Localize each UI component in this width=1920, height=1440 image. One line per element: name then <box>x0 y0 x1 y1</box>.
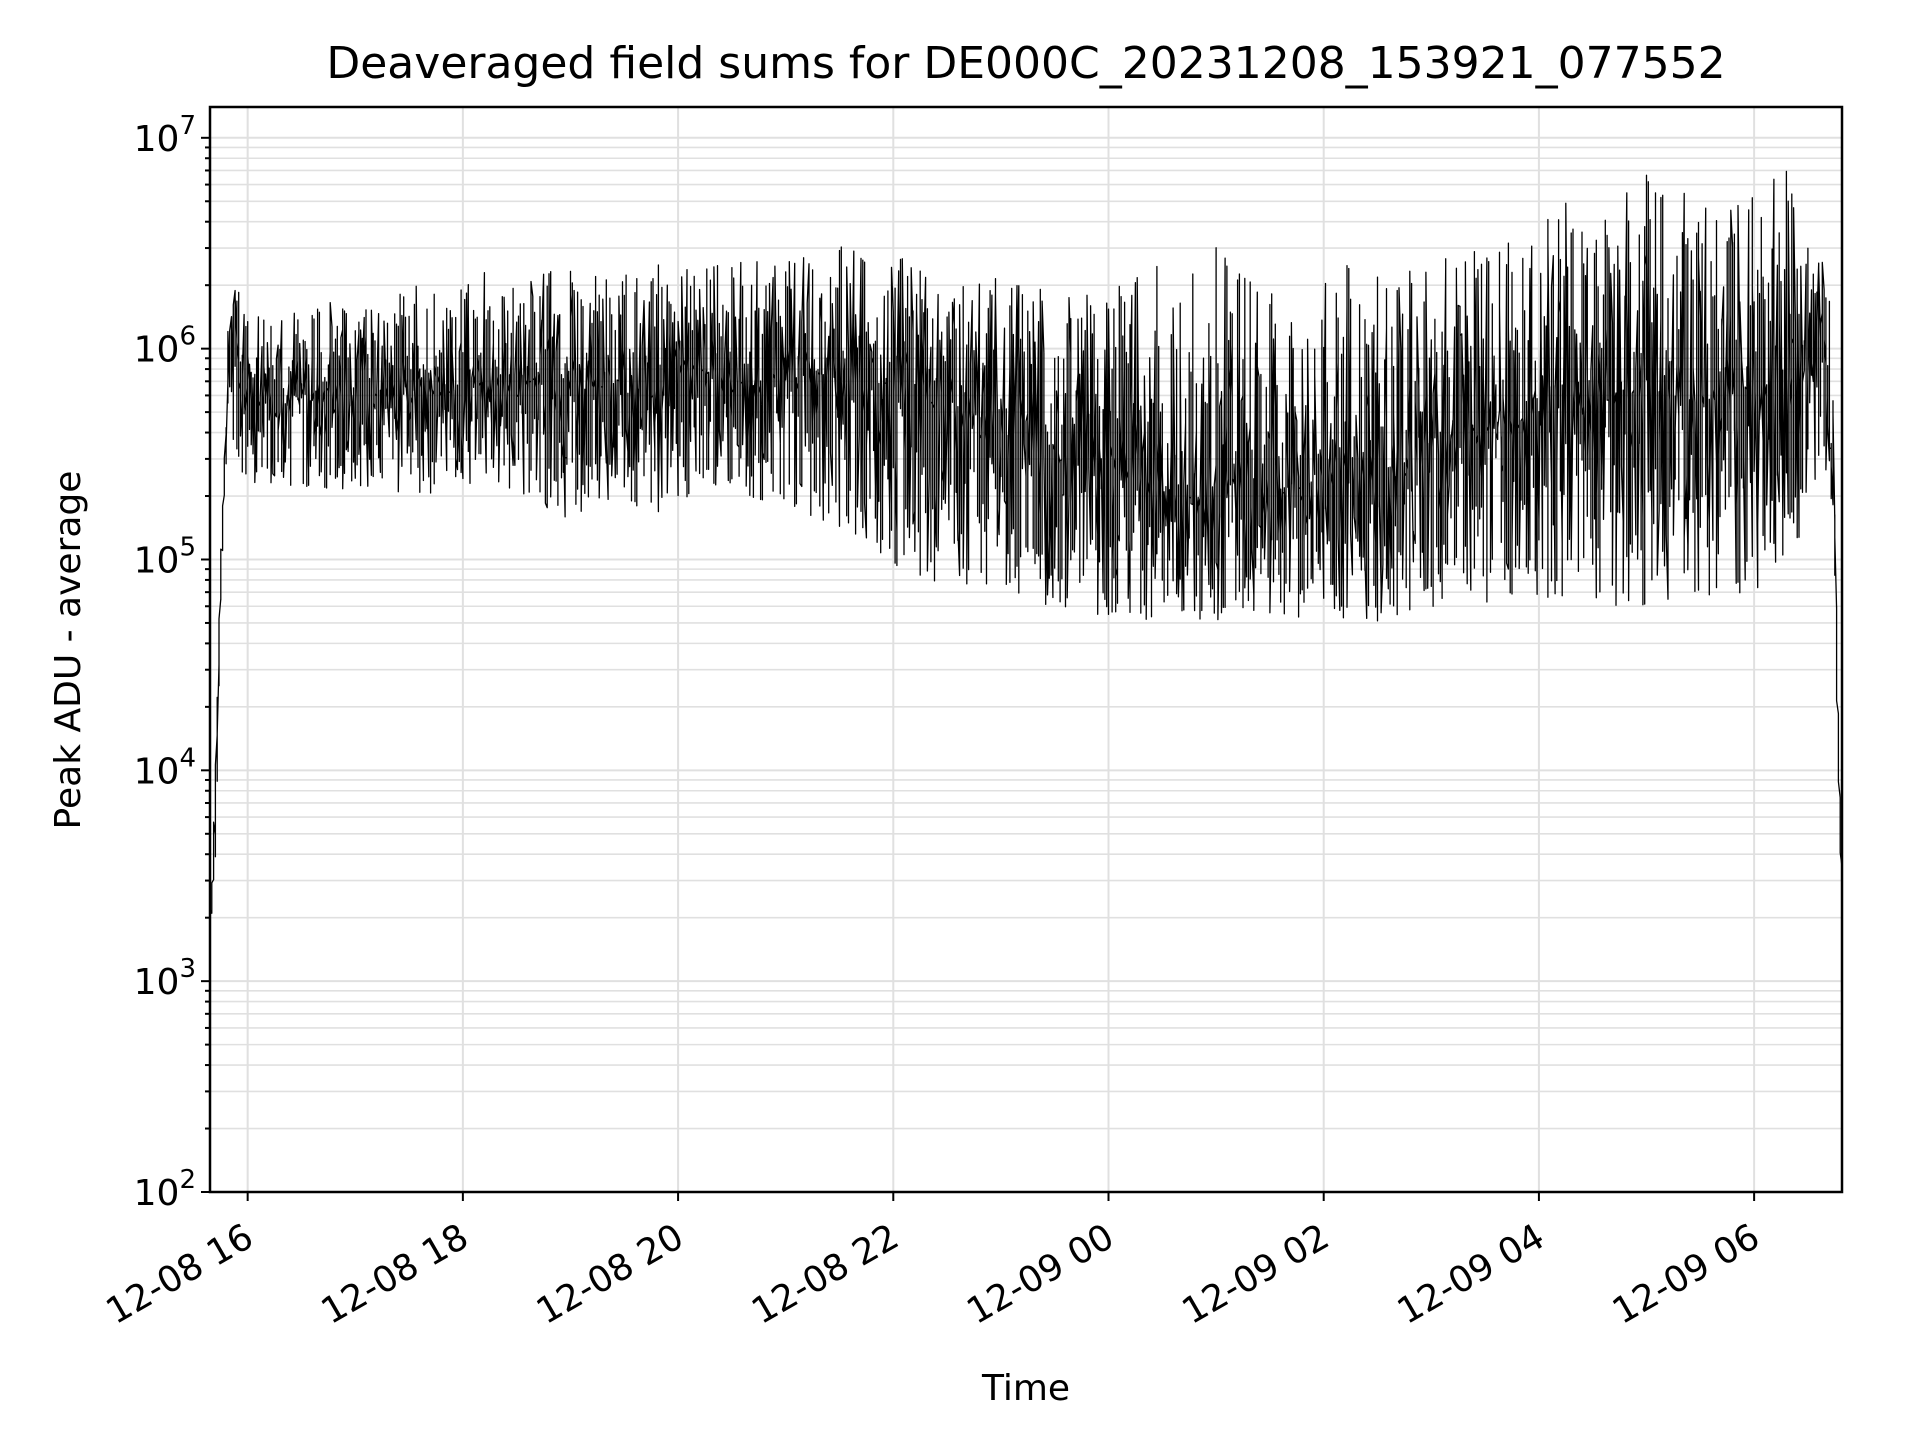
series-line <box>209 170 1843 944</box>
y-tick-label: 102 <box>134 1165 196 1214</box>
x-tick-label: 12-08 20 <box>530 1216 691 1332</box>
plot-frame <box>208 105 1844 1194</box>
y-tick-label: 107 <box>134 111 196 160</box>
y-tick-label: 105 <box>134 532 196 581</box>
y-tick-label: 106 <box>134 322 196 371</box>
grid-lines <box>210 107 1842 1193</box>
x-tick-label: 12-08 18 <box>315 1216 476 1332</box>
y-tick-label: 103 <box>134 954 196 1003</box>
x-tick-label: 12-08 22 <box>745 1216 906 1332</box>
x-tick-label: 12-08 16 <box>99 1216 260 1332</box>
x-axis-ticks: 12-08 16 12-08 18 12-08 20 12-08 22 12-09 00… <box>99 1192 1767 1333</box>
y-axis-ticks: 102 103 104 105 106 107 <box>134 111 210 1214</box>
x-tick-label: 12-09 00 <box>960 1216 1121 1332</box>
x-tick-label: 12-09 04 <box>1391 1216 1552 1332</box>
y-axis-label: Peak ADU - average <box>48 471 89 830</box>
x-tick-label: 12-09 02 <box>1176 1216 1337 1332</box>
chart-title: Deaveraged field sums for DE000C_2023120… <box>326 38 1725 89</box>
x-axis-label: Time <box>981 1368 1070 1409</box>
y-tick-label: 104 <box>134 743 196 792</box>
series-path <box>209 170 1843 944</box>
x-tick-label: 12-09 06 <box>1606 1216 1767 1332</box>
